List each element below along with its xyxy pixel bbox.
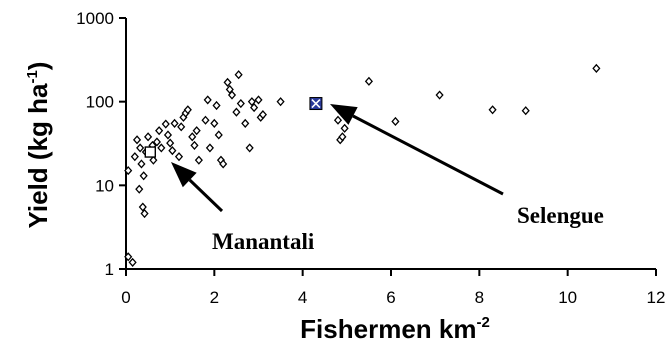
data-point [139, 171, 148, 181]
manantali-arrow [171, 162, 224, 213]
data-point [201, 115, 210, 125]
y-tick-label: 10 [95, 176, 114, 195]
x-tick-label: 6 [386, 288, 395, 307]
x-tick-label: 0 [121, 288, 130, 307]
annotation-selengue: Selengue [517, 203, 604, 228]
data-point [132, 135, 142, 145]
x-axis-title-superscript: -2 [476, 314, 489, 331]
data-point [168, 146, 177, 156]
data-point [183, 105, 192, 115]
data-point [188, 132, 197, 142]
data-point [391, 116, 400, 127]
data-point [241, 118, 250, 128]
data-point [223, 77, 232, 87]
data-point [149, 155, 158, 165]
x-ticks: 0 2 4 6 8 10 12 [121, 269, 665, 307]
data-point [236, 98, 245, 109]
data-point [130, 152, 139, 162]
data-point [234, 70, 243, 80]
x-tick-label: 12 [647, 288, 666, 307]
manantali-marker [144, 146, 156, 158]
data-point [592, 63, 601, 73]
data-point [333, 115, 343, 125]
x-axis-title: Fishermen km-2 [300, 314, 490, 344]
data-point [155, 126, 164, 136]
data-point [140, 208, 149, 219]
y-tick-label: 100 [86, 93, 114, 112]
data-point [177, 122, 186, 132]
data-point [258, 110, 267, 120]
data-point [338, 132, 347, 142]
data-point [210, 118, 219, 128]
data-point [190, 140, 199, 150]
data-point [157, 143, 166, 153]
data-point [124, 252, 133, 262]
y-tick-label: 1000 [76, 9, 114, 28]
selengue-arrow-head [330, 104, 358, 125]
data-point [135, 184, 144, 194]
data-point [214, 130, 223, 140]
data-point [128, 257, 137, 267]
data-point [250, 102, 259, 113]
data-point [232, 107, 241, 117]
data-point [163, 130, 173, 140]
y-axis-title: Yield (kg ha-1) [23, 62, 53, 229]
annotations: Manantali Selengue [144, 97, 604, 254]
x-tick-label: 4 [298, 288, 307, 307]
selengue-marker [309, 97, 323, 111]
data-point [245, 143, 254, 153]
data-point [254, 95, 263, 105]
y-ticks: 1 10 100 1000 [76, 9, 126, 279]
selengue-arrow-shaft [352, 114, 504, 196]
data-point [435, 90, 444, 100]
data-point [192, 126, 201, 136]
data-point [194, 155, 203, 165]
x-tick-label: 2 [210, 288, 219, 307]
axes [125, 18, 656, 270]
data-point [488, 105, 497, 115]
manantali-arrow-head [171, 162, 197, 188]
data-point [219, 159, 228, 169]
data-point [203, 95, 212, 105]
data-point [205, 143, 214, 153]
data-point [166, 138, 175, 148]
data-point [138, 202, 147, 212]
data-points [124, 63, 601, 267]
data-point [364, 76, 373, 86]
data-point [276, 97, 285, 107]
manantali-arrow-shaft [188, 178, 224, 213]
data-point [174, 152, 184, 162]
y-tick-label: 1 [105, 260, 114, 279]
y-axis-title-superscript: -1 [24, 70, 41, 83]
data-point [340, 123, 349, 133]
x-tick-label: 8 [475, 288, 484, 307]
data-point [227, 90, 237, 100]
data-point [124, 166, 133, 176]
data-point [247, 97, 256, 107]
y-axis-title-close: ) [23, 62, 53, 71]
x-tick-label: 10 [558, 288, 577, 307]
selengue-arrow [330, 104, 504, 196]
data-point [170, 118, 179, 128]
data-point [144, 132, 153, 142]
data-point [136, 143, 145, 153]
data-point [521, 106, 530, 116]
data-point [137, 159, 146, 169]
data-point [161, 119, 170, 129]
annotation-manantali: Manantali [212, 229, 315, 254]
selengue-marker-cross [311, 98, 321, 109]
data-point [152, 137, 161, 147]
data-point [212, 100, 221, 111]
